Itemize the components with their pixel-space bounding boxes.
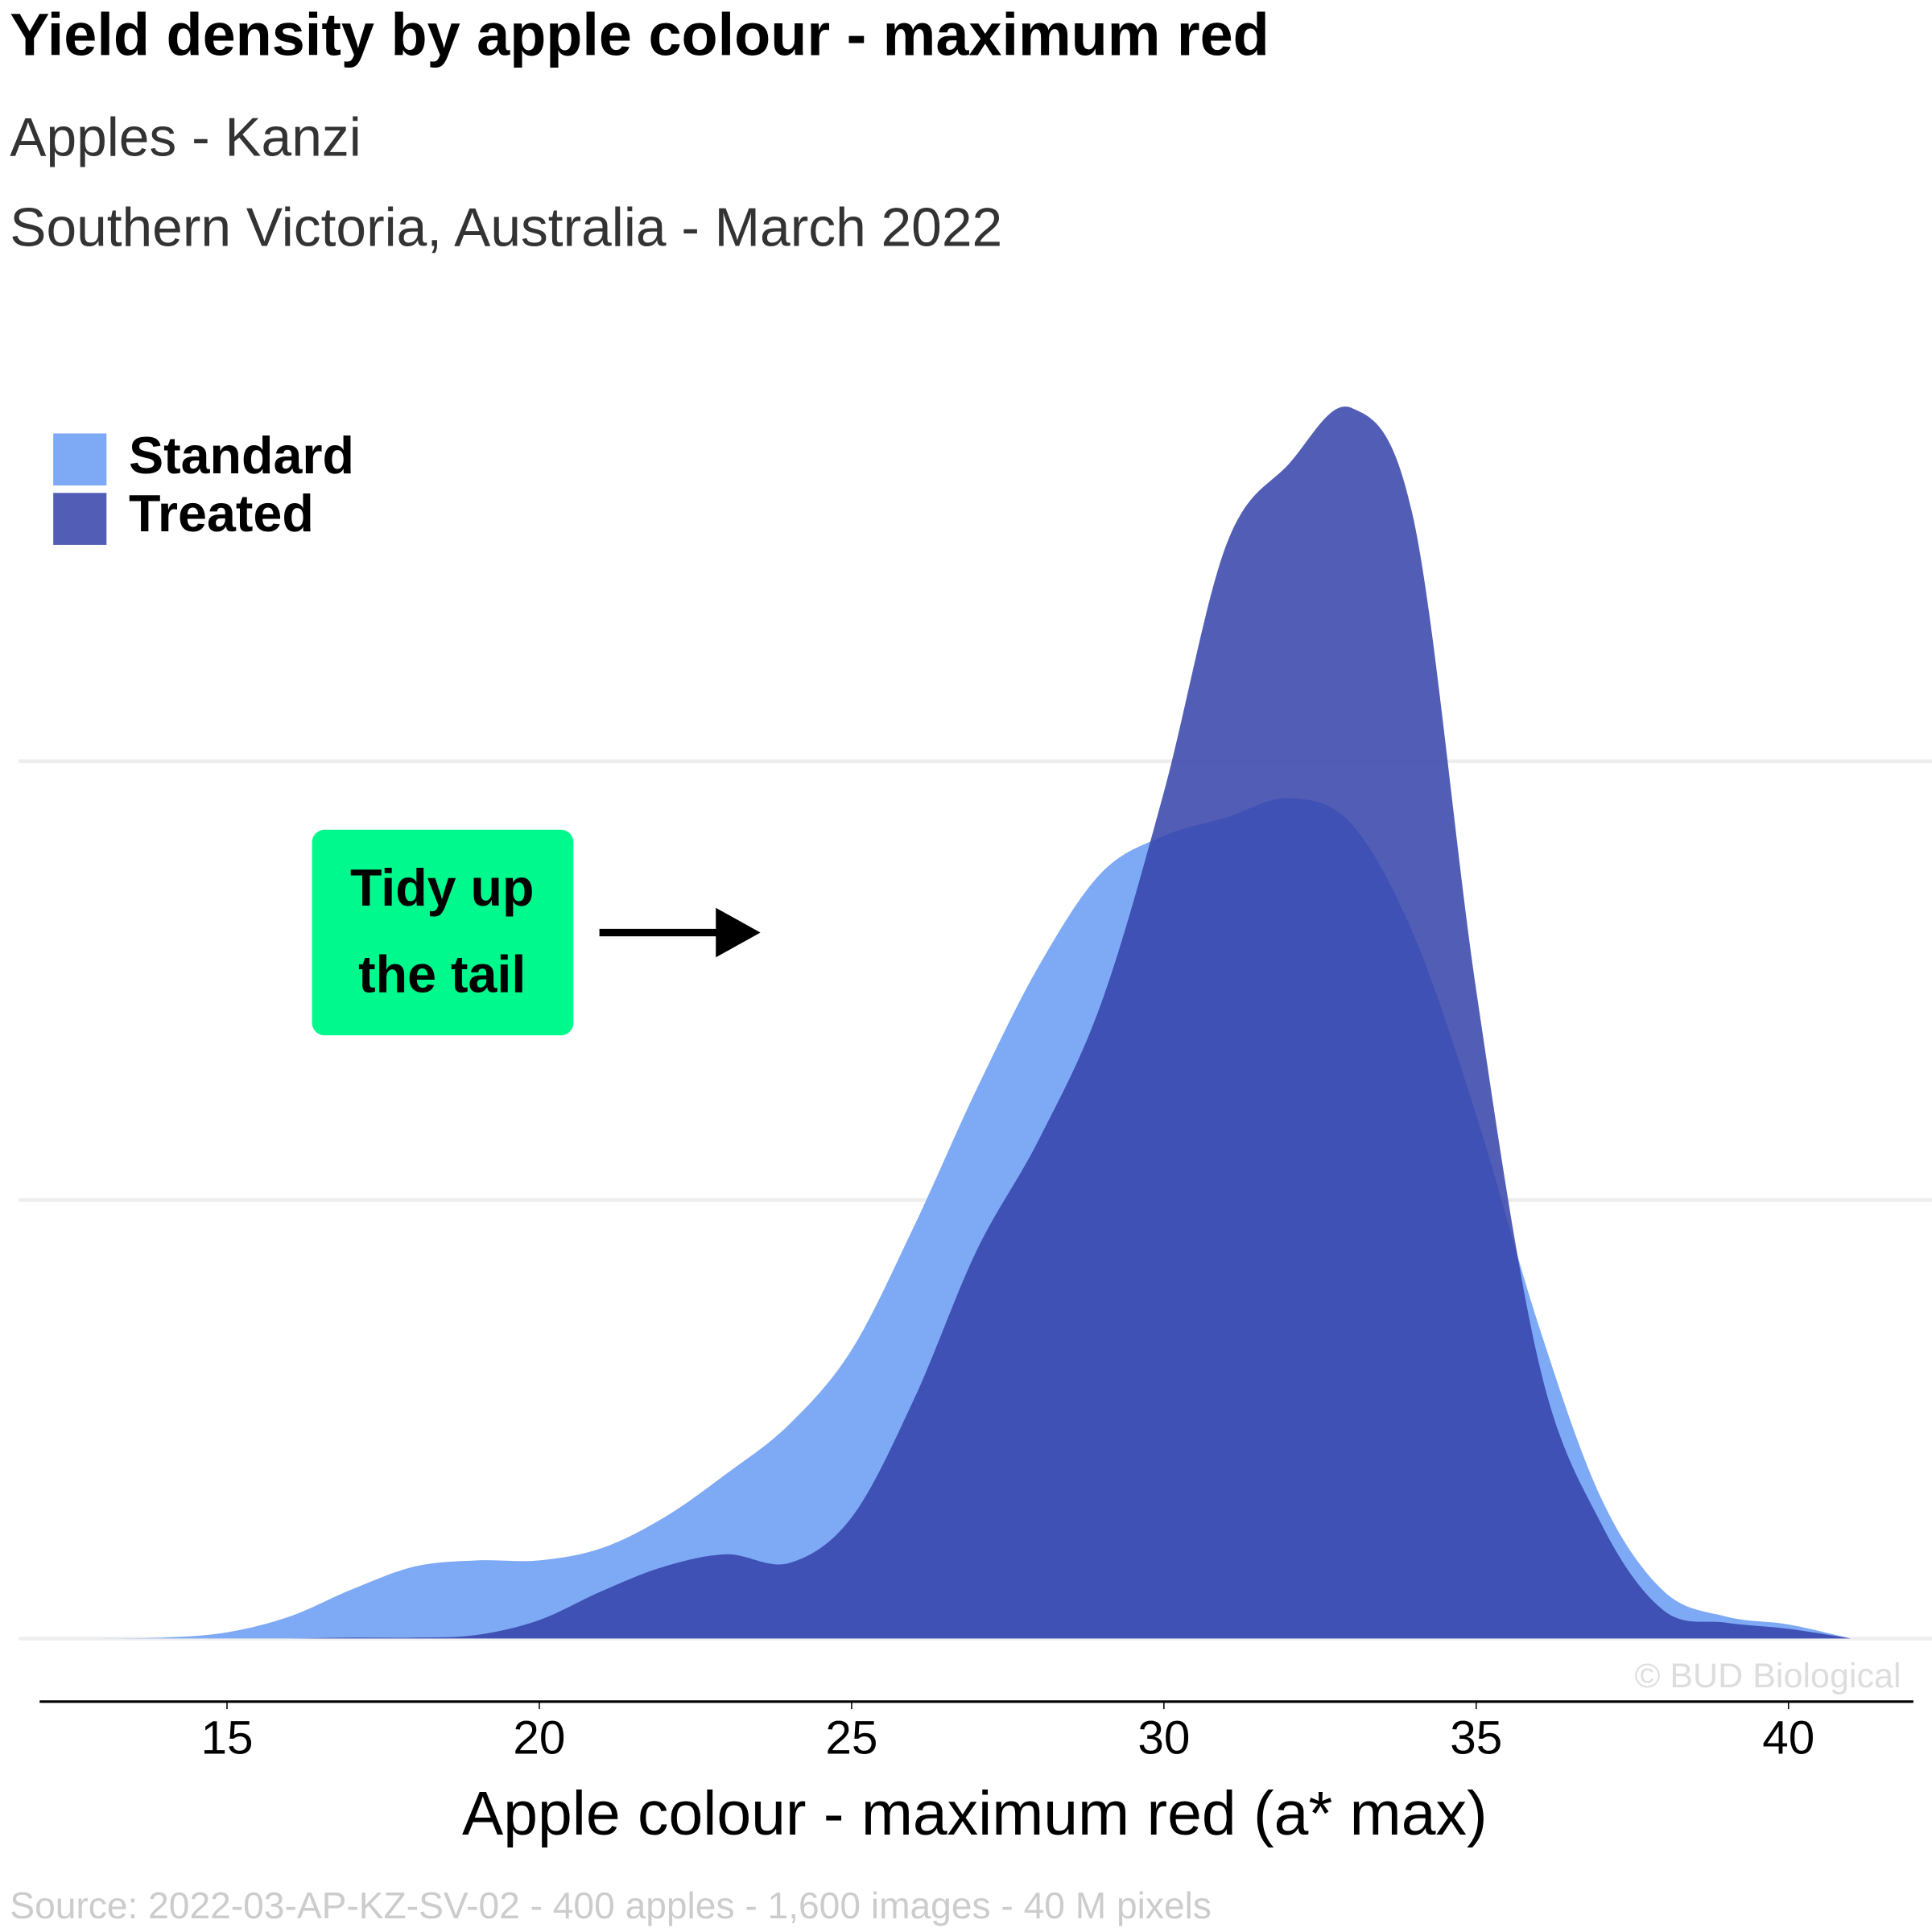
subtitle: Southern Victoria, Australia - March 202… xyxy=(10,198,1002,258)
subtitle: Apples - Kanzi xyxy=(10,107,361,167)
x-tick-label: 35 xyxy=(1450,1712,1502,1765)
annotation-arrowhead xyxy=(716,907,761,958)
source: Source: 2022-03-AP-KZ-SV-02 - 400 apples… xyxy=(10,1885,1212,1926)
x-tick-label: 15 xyxy=(200,1712,253,1765)
legend-label: Standard xyxy=(129,427,354,485)
watermark: © BUD Biological xyxy=(1635,1657,1901,1695)
annotation-text: Tidy up xyxy=(350,859,535,917)
legend-swatch xyxy=(53,493,107,545)
chart-title: Yield density by apple colour - maximum … xyxy=(10,2,1269,68)
x-tick-label: 40 xyxy=(1762,1712,1814,1765)
x-axis-title: Apple colour - maximum red (a* max) xyxy=(462,1779,1488,1848)
x-tick-label: 25 xyxy=(825,1712,877,1765)
legend-label: Treated xyxy=(129,485,314,543)
density-area xyxy=(101,406,1852,1639)
x-tick-label: 30 xyxy=(1137,1712,1190,1765)
legend-swatch xyxy=(53,433,107,486)
annotation-text: the tail xyxy=(358,945,526,1003)
annotation-box xyxy=(312,829,574,1036)
x-tick-label: 20 xyxy=(513,1712,565,1765)
